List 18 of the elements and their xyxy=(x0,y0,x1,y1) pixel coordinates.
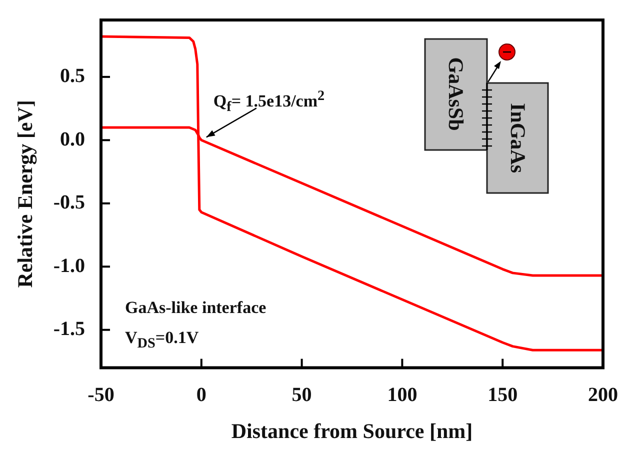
x-tick-label: -50 xyxy=(88,384,114,406)
y-tick-label: -0.5 xyxy=(53,192,85,214)
annotation: GaAsSb xyxy=(444,57,468,131)
y-tick-label: -1.5 xyxy=(53,318,85,340)
annotation: V$_{DS}$=0.1V xyxy=(125,328,199,352)
annotation: Q$_{f}$= 1.5e13/cm$^{2}$ xyxy=(213,88,325,116)
x-tick-label: 200 xyxy=(588,384,618,406)
x-tick-label: 100 xyxy=(387,384,418,406)
y-tick-label: -1.0 xyxy=(53,254,85,277)
annotation: InGaAs xyxy=(506,102,530,174)
y-tick-label: 0.5 xyxy=(60,65,85,88)
x-tick-label: 50 xyxy=(292,384,312,406)
x-tick-label: 0 xyxy=(196,384,206,406)
x-tick-label: 150 xyxy=(488,384,518,406)
annotation: GaAs-like interface xyxy=(125,298,266,318)
y-tick-label: 0.0 xyxy=(60,128,85,150)
x-axis-title: Distance from Source [nm] xyxy=(231,418,473,443)
y-axis-title: Relative Energy [eV] xyxy=(13,100,38,288)
